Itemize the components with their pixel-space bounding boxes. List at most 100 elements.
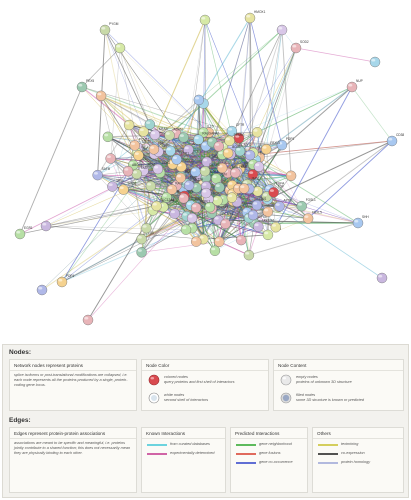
protein-node[interactable]: CASP3	[199, 163, 220, 177]
protein-node[interactable]: SELL	[107, 179, 124, 192]
protein-node[interactable]: CD38	[386, 133, 404, 147]
protein-node[interactable]	[235, 234, 247, 246]
protein-node[interactable]: CDK2	[152, 161, 171, 175]
protein-node[interactable]: PPARG	[224, 133, 245, 147]
protein-node[interactable]	[169, 208, 180, 219]
interaction-edge	[198, 29, 283, 101]
protein-node[interactable]: SOD2	[118, 182, 136, 195]
protein-node[interactable]	[262, 206, 274, 218]
protein-node[interactable]: SAFB	[201, 154, 219, 168]
protein-node[interactable]: TGF	[268, 184, 284, 198]
protein-node[interactable]	[214, 236, 225, 247]
protein-node[interactable]: PYGM	[99, 22, 119, 36]
protein-node[interactable]	[114, 42, 126, 54]
protein-node[interactable]	[123, 119, 135, 131]
protein-node[interactable]: ABCC1	[122, 163, 143, 177]
protein-node[interactable]	[199, 14, 211, 26]
protein-node[interactable]: STAT	[178, 190, 196, 204]
protein-node[interactable]	[216, 162, 228, 174]
protein-node[interactable]: ESR1	[171, 152, 190, 165]
protein-node[interactable]	[213, 141, 225, 152]
protein-node[interactable]: SOD2	[290, 40, 309, 54]
protein-node[interactable]	[180, 224, 192, 235]
protein-node[interactable]	[376, 272, 388, 284]
protein-node[interactable]	[244, 149, 256, 161]
protein-node[interactable]: SFT2A	[183, 177, 204, 191]
protein-node[interactable]: CFTR	[226, 123, 245, 137]
protein-node[interactable]: CD38	[176, 159, 194, 173]
protein-node[interactable]: LPL	[133, 147, 149, 161]
protein-node[interactable]: PDP1	[56, 274, 75, 288]
protein-node[interactable]	[369, 56, 381, 68]
protein-node[interactable]	[178, 132, 189, 143]
protein-node[interactable]	[136, 247, 147, 258]
protein-node[interactable]	[252, 127, 263, 138]
protein-node[interactable]: PEX5	[136, 231, 154, 245]
protein-node[interactable]: PEX5	[76, 79, 94, 93]
protein-node[interactable]	[82, 314, 94, 326]
protein-node[interactable]	[105, 153, 116, 164]
protein-node[interactable]	[276, 24, 288, 36]
protein-node[interactable]: SLC12A4	[151, 198, 175, 212]
protein-node[interactable]: FOS	[230, 165, 246, 179]
protein-node[interactable]	[165, 145, 176, 157]
protein-node[interactable]	[233, 132, 245, 144]
protein-node[interactable]	[191, 236, 202, 247]
protein-node[interactable]	[102, 131, 114, 143]
protein-node[interactable]	[95, 90, 107, 102]
node-layer[interactable]: SFT2A TGF ADAM PCMT1 RALGAPA2 SLC12A4 SELL BCO1…	[14, 10, 404, 326]
protein-node[interactable]	[253, 161, 265, 172]
protein-node[interactable]	[270, 222, 281, 233]
protein-node[interactable]	[243, 249, 255, 261]
protein-node[interactable]: BCO1	[222, 145, 241, 159]
protein-node[interactable]	[186, 212, 198, 224]
protein-node[interactable]	[204, 201, 216, 213]
interaction-edge	[138, 99, 200, 156]
protein-node[interactable]: ADAM	[164, 127, 184, 141]
protein-node[interactable]	[238, 183, 250, 194]
protein-node[interactable]	[285, 170, 297, 181]
protein-node[interactable]	[193, 94, 205, 106]
protein-node[interactable]: FOSL1	[190, 200, 210, 213]
protein-node[interactable]: SHH	[352, 215, 369, 229]
protein-node[interactable]	[36, 284, 48, 296]
protein-node[interactable]: UGT2A1	[253, 219, 275, 232]
protein-node[interactable]: SHH	[220, 216, 237, 230]
network-canvas[interactable]: SFT2A TGF ADAM PCMT1 RALGAPA2 SLC12A4 SELL BCO1…	[0, 0, 411, 342]
protein-node[interactable]	[144, 119, 156, 130]
protein-node[interactable]: IL10	[198, 124, 214, 138]
protein-node[interactable]: KRAS	[149, 127, 168, 140]
predicted-interactions-box: Predicted Interactions gene neighborhood…	[230, 427, 308, 493]
protein-node[interactable]	[247, 209, 259, 221]
protein-node[interactable]	[141, 222, 152, 234]
protein-node[interactable]: RALGAPA2	[193, 132, 219, 145]
protein-node[interactable]	[211, 173, 222, 184]
protein-node-label: SOD2	[300, 40, 309, 44]
protein-node[interactable]: FBXL5	[261, 141, 280, 155]
protein-node[interactable]: APOE	[274, 198, 292, 212]
protein-node[interactable]	[145, 180, 157, 192]
protein-node[interactable]: NUP	[346, 79, 363, 93]
protein-node[interactable]	[200, 187, 212, 199]
protein-node[interactable]: INS	[251, 197, 266, 211]
protein-node[interactable]: TNF	[175, 170, 191, 184]
protein-node[interactable]: SAFB	[92, 167, 110, 181]
protein-node[interactable]	[209, 245, 221, 256]
protein-node[interactable]	[138, 126, 149, 137]
protein-node[interactable]: MYC	[234, 143, 252, 157]
empty-nodes-label: empty nodes	[296, 375, 318, 379]
protein-node[interactable]: PML	[148, 141, 165, 155]
interaction-edge	[229, 29, 283, 142]
protein-node[interactable]	[166, 184, 178, 195]
protein-node[interactable]: FBXL5	[302, 210, 322, 224]
protein-node[interactable]: FOSL1	[296, 198, 316, 212]
protein-node[interactable]	[214, 182, 225, 193]
protein-node[interactable]: EGR1	[14, 226, 33, 240]
protein-node[interactable]: PDP1	[276, 137, 295, 151]
protein-node[interactable]: PCMT1	[129, 137, 150, 151]
protein-node[interactable]: HMOX1	[244, 10, 266, 24]
gene-co-occurrence-swatch	[236, 462, 256, 464]
protein-node[interactable]	[226, 192, 238, 203]
protein-node[interactable]	[40, 220, 52, 232]
protein-network-graph[interactable]: SFT2A TGF ADAM PCMT1 RALGAPA2 SLC12A4 SELL BCO1…	[0, 0, 411, 342]
